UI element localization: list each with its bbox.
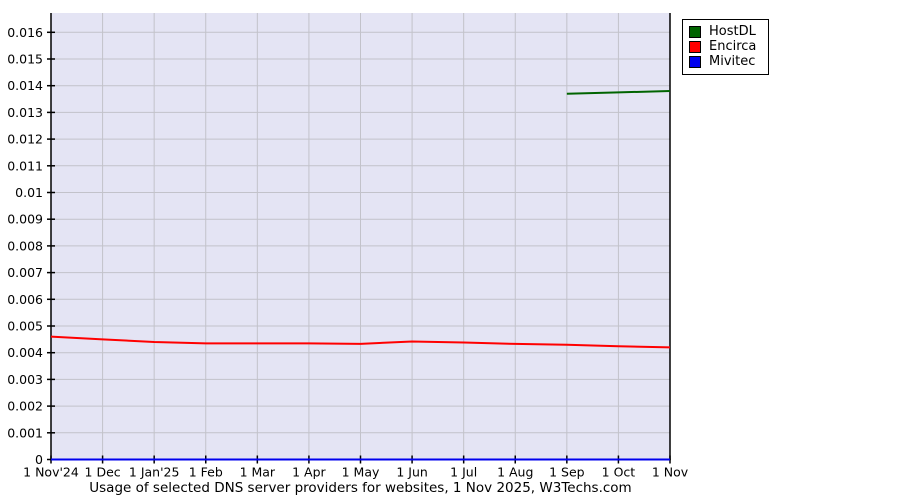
- svg-text:0.012: 0.012: [7, 132, 43, 147]
- svg-text:0.009: 0.009: [7, 212, 43, 227]
- svg-text:1 Nov'24: 1 Nov'24: [23, 465, 79, 480]
- legend-label-encirca: Encirca: [709, 39, 757, 54]
- svg-text:1 Jan'25: 1 Jan'25: [129, 465, 180, 480]
- legend-item-mivitec: Mivitec: [689, 55, 756, 69]
- legend-item-hostdl: HostDL: [689, 25, 756, 39]
- legend: HostDL Encirca Mivitec: [682, 19, 770, 75]
- svg-text:0.007: 0.007: [7, 265, 43, 280]
- svg-text:0.005: 0.005: [7, 319, 43, 334]
- legend-item-encirca: Encirca: [689, 40, 756, 54]
- svg-text:1 May: 1 May: [342, 465, 380, 480]
- svg-text:0.002: 0.002: [7, 399, 43, 414]
- svg-text:1 Jun: 1 Jun: [396, 465, 427, 480]
- svg-text:0.013: 0.013: [7, 105, 43, 120]
- legend-swatch-mivitec: [689, 56, 701, 68]
- legend-label-hostdl: HostDL: [709, 24, 756, 39]
- svg-text:0.001: 0.001: [7, 425, 43, 440]
- legend-label-mivitec: Mivitec: [709, 54, 756, 69]
- svg-text:1 Mar: 1 Mar: [240, 465, 276, 480]
- svg-text:1 Apr: 1 Apr: [292, 465, 326, 480]
- svg-text:0.011: 0.011: [7, 158, 43, 173]
- svg-text:0.014: 0.014: [7, 78, 43, 93]
- svg-text:0.01: 0.01: [15, 185, 43, 200]
- svg-text:0.016: 0.016: [7, 25, 43, 40]
- svg-text:1 Dec: 1 Dec: [85, 465, 121, 480]
- legend-swatch-hostdl: [689, 26, 701, 38]
- svg-text:0.003: 0.003: [7, 372, 43, 387]
- svg-text:0.004: 0.004: [7, 345, 43, 360]
- svg-text:0.006: 0.006: [7, 292, 43, 307]
- svg-text:0.008: 0.008: [7, 238, 43, 253]
- svg-text:1 Feb: 1 Feb: [189, 465, 223, 480]
- svg-text:1 Nov: 1 Nov: [652, 465, 689, 480]
- svg-text:0.015: 0.015: [7, 52, 43, 67]
- svg-text:1 Aug: 1 Aug: [497, 465, 533, 480]
- svg-text:0: 0: [35, 452, 43, 467]
- svg-text:1 Sep: 1 Sep: [549, 465, 585, 480]
- chart-caption: Usage of selected DNS server providers f…: [89, 480, 632, 496]
- legend-swatch-encirca: [689, 41, 701, 53]
- svg-text:1 Oct: 1 Oct: [602, 465, 636, 480]
- svg-text:1 Jul: 1 Jul: [450, 465, 477, 480]
